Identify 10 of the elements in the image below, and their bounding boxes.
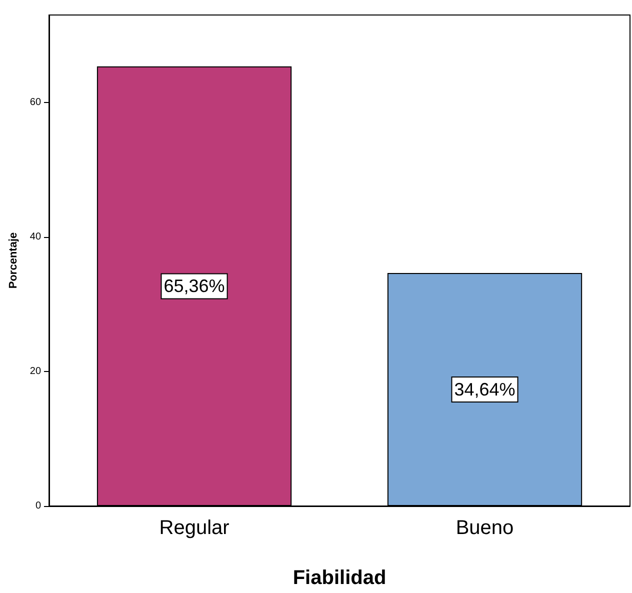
y-tick-label: 0	[35, 500, 42, 512]
data-label: 65,36%	[164, 276, 225, 296]
data-label: 34,64%	[454, 380, 516, 400]
y-tick-label: 60	[30, 96, 42, 108]
y-axis-title: Porcentaje	[8, 232, 20, 289]
x-tick-label: Regular	[159, 517, 230, 539]
y-tick-label: 40	[30, 231, 42, 242]
x-tick-label: Bueno	[456, 517, 514, 539]
y-tick-label: 20	[30, 366, 42, 377]
x-axis-title: Fiabilidad	[292, 567, 386, 589]
